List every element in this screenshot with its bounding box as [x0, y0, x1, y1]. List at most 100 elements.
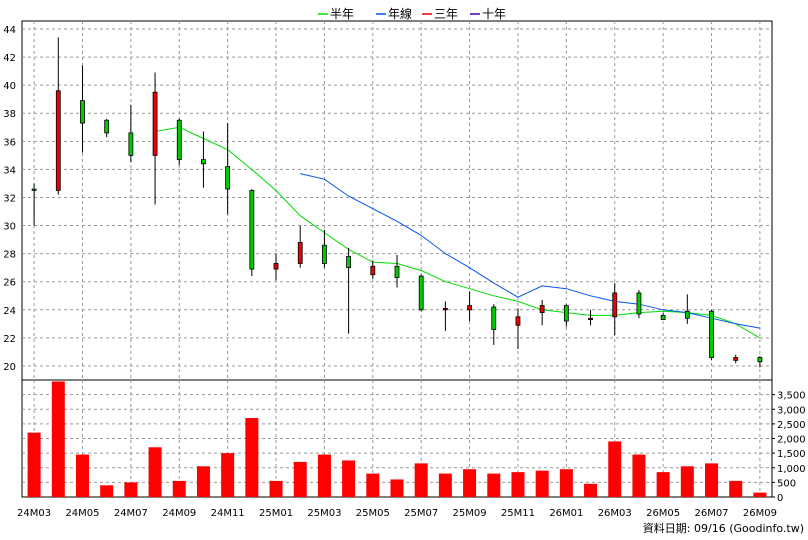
- candle-body: [176, 119, 182, 160]
- price-y-tick-label: 20: [3, 362, 16, 373]
- ma-half-year-line: [155, 126, 761, 339]
- volume-bar: [705, 463, 719, 497]
- candle-body: [225, 166, 231, 190]
- volume-bar: [390, 479, 404, 497]
- candle-body: [128, 132, 134, 156]
- candle-body: [684, 310, 690, 319]
- volume-bar: [100, 485, 114, 497]
- price-y-tick-label: 40: [3, 81, 16, 92]
- legend-label: 年線: [388, 6, 412, 21]
- volume-bar: [196, 466, 210, 497]
- legend-label: 十年: [482, 7, 506, 21]
- x-tick-label: 25M07: [404, 508, 438, 519]
- volume-bar: [535, 470, 549, 497]
- x-tick-label: 26M07: [694, 508, 728, 519]
- x-tick-label: 25M09: [453, 508, 487, 519]
- price-y-tick-label: 34: [3, 165, 16, 176]
- ma-year-line: [300, 173, 760, 329]
- candle-body: [418, 275, 424, 311]
- volume-y-tick-label: 0: [777, 493, 783, 504]
- volume-y-tick-label: 1,500: [777, 449, 806, 460]
- volume-y-tick-label: 3,000: [777, 405, 806, 416]
- x-axis: 24M03 24M05 24M07 24M09 24M11 25M01 25M03 25M05…: [17, 508, 777, 519]
- candle-body: [394, 265, 400, 278]
- x-tick-label: 25M01: [259, 508, 293, 519]
- volume-bar: [753, 492, 767, 497]
- volume-bar: [414, 463, 428, 497]
- candle-body: [442, 307, 448, 311]
- volume-bar: [487, 473, 501, 497]
- volume-bar: [317, 454, 331, 497]
- x-tick-label: 24M03: [17, 508, 51, 519]
- price-y-tick-label: 44: [3, 25, 16, 36]
- volume-bar: [656, 472, 670, 497]
- volume-bar: [245, 418, 259, 497]
- volume-bar: [680, 466, 694, 497]
- source-label: (Goodinfo.tw): [729, 522, 804, 535]
- volume-bar: [221, 453, 235, 497]
- volume-bar: [366, 473, 380, 497]
- volume-bar: [511, 472, 525, 497]
- x-tick-label: 25M11: [501, 508, 535, 519]
- candle-body: [757, 357, 763, 363]
- volume-bar: [559, 469, 573, 497]
- candle-body: [660, 315, 666, 321]
- x-tick-label: 26M09: [743, 508, 777, 519]
- candle-body: [563, 305, 569, 322]
- data-date-label: 資料日期: 09/16: [642, 522, 726, 535]
- price-y-tick-label: 24: [3, 306, 16, 317]
- price-panel-frame: [21, 20, 773, 381]
- candle-body: [515, 316, 521, 326]
- volume-bar: [27, 432, 41, 497]
- volume-y-tick-label: 2,000: [777, 435, 806, 446]
- volume-panel: 0 500 1,000 1,500 2,000 2,500 3,000 3,500: [21, 379, 806, 504]
- volume-bar: [172, 480, 186, 497]
- candle-body: [539, 305, 545, 314]
- candle-body: [467, 305, 472, 311]
- price-y-tick-label: 42: [3, 53, 16, 64]
- candle-body: [491, 306, 497, 330]
- candle-body: [80, 100, 85, 124]
- candle-body: [104, 119, 110, 134]
- price-y-tick-label: 36: [3, 137, 16, 148]
- volume-bar: [632, 454, 646, 497]
- volume-y-tick-label: 500: [777, 478, 796, 489]
- volume-bar: [269, 480, 283, 497]
- price-y-tick-label: 26: [3, 278, 16, 289]
- legend: 半年 年線 三年 十年: [318, 6, 506, 21]
- volume-bar: [293, 461, 307, 497]
- volume-bar: [438, 473, 452, 497]
- candle-body: [249, 190, 255, 270]
- candle-body: [297, 242, 303, 264]
- price-y-tick-label: 32: [3, 193, 16, 204]
- candle-body: [636, 292, 642, 315]
- x-tick-label: 24M09: [162, 508, 196, 519]
- x-tick-label: 26M03: [598, 508, 632, 519]
- volume-bar: [608, 441, 622, 497]
- x-tick-label: 24M11: [211, 508, 245, 519]
- volume-bar: [51, 381, 65, 497]
- volume-bar: [75, 454, 89, 497]
- volume-bar: [584, 483, 598, 497]
- candle-body: [612, 292, 618, 318]
- volume-bar: [729, 480, 743, 497]
- x-tick-label: 26M01: [549, 508, 583, 519]
- candle-body: [152, 91, 158, 156]
- candle-body: [588, 317, 593, 321]
- price-y-tick-label: 38: [3, 109, 16, 120]
- volume-y-tick-label: 2,500: [777, 420, 806, 431]
- candle-body: [346, 256, 352, 269]
- legend-label: 三年: [434, 7, 458, 21]
- volume-y-tick-label: 3,500: [777, 391, 806, 402]
- volume-y-tick-label: 1,000: [777, 464, 806, 475]
- volume-bar: [124, 482, 138, 497]
- x-tick-label: 24M05: [65, 508, 99, 519]
- x-tick-label: 25M05: [356, 508, 390, 519]
- candle-body: [709, 310, 714, 358]
- volume-bar: [148, 447, 162, 497]
- candle-body: [31, 188, 37, 191]
- price-y-tick-label: 30: [3, 222, 16, 233]
- candle-body: [55, 90, 61, 191]
- candle-body: [733, 357, 739, 361]
